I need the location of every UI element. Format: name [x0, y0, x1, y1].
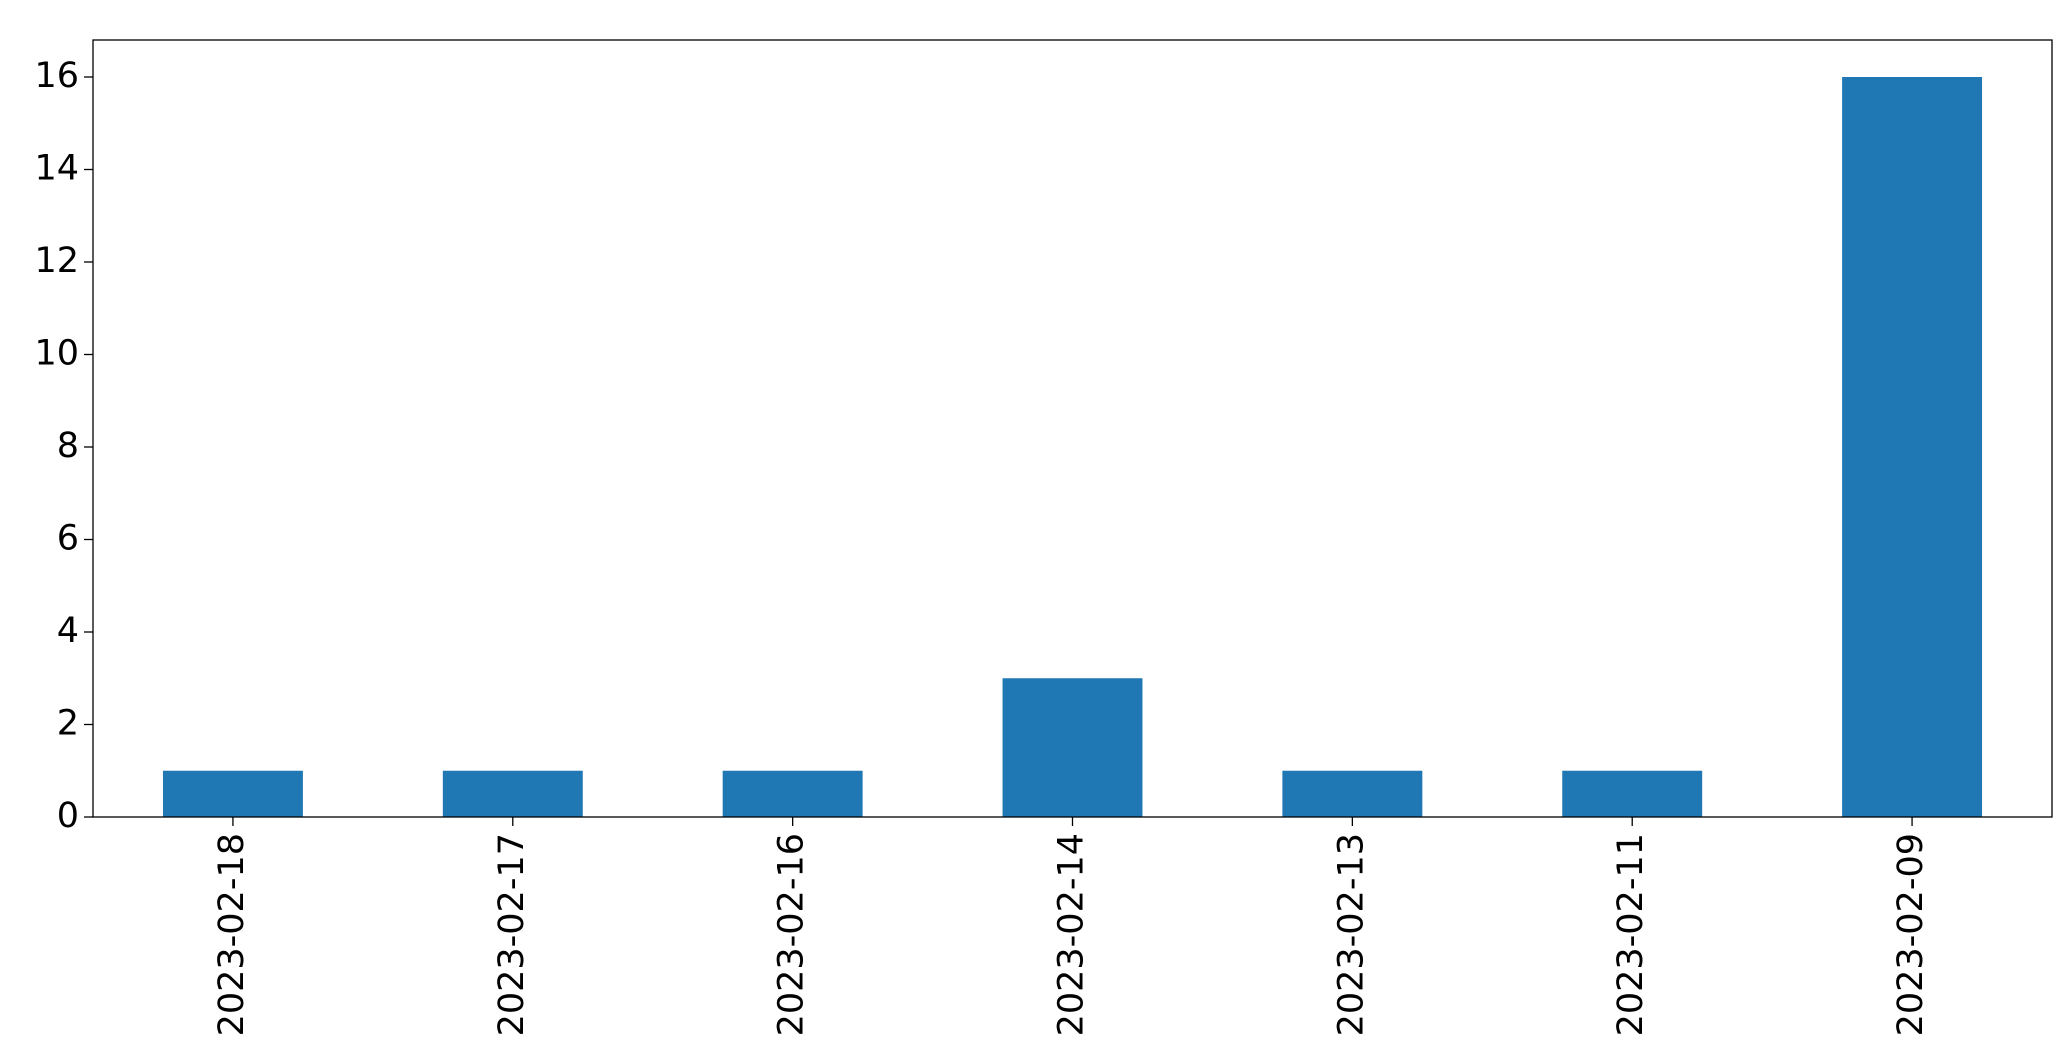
y-tick-label: 12 — [34, 241, 79, 281]
y-tick-label: 2 — [57, 704, 79, 744]
x-tick-label: 2023-02-14 — [1052, 833, 1092, 1036]
plot-frame — [92, 39, 2053, 818]
bar — [1282, 770, 1423, 817]
x-tick-label: 2023-02-09 — [1891, 833, 1931, 1036]
bar — [1842, 77, 1983, 817]
x-tick-label: 2023-02-11 — [1611, 833, 1651, 1036]
y-tick-label: 10 — [34, 334, 79, 374]
bar — [1002, 678, 1143, 817]
bar — [1562, 770, 1703, 817]
y-tick-label: 14 — [34, 149, 79, 189]
y-tick-label: 8 — [57, 426, 79, 466]
bar — [162, 770, 303, 817]
bar — [442, 770, 583, 817]
x-tick-label: 2023-02-16 — [772, 833, 812, 1036]
y-tick-label: 6 — [57, 519, 79, 559]
y-tick-label: 0 — [57, 796, 79, 836]
y-tick-label: 4 — [57, 611, 79, 651]
x-tick-label: 2023-02-13 — [1331, 833, 1371, 1036]
y-tick-label: 16 — [34, 56, 79, 96]
x-tick-label: 2023-02-17 — [492, 833, 532, 1036]
x-tick-label: 2023-02-18 — [212, 833, 252, 1036]
bar — [722, 770, 863, 817]
